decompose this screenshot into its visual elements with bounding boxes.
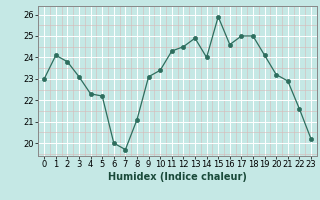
X-axis label: Humidex (Indice chaleur): Humidex (Indice chaleur): [108, 172, 247, 182]
